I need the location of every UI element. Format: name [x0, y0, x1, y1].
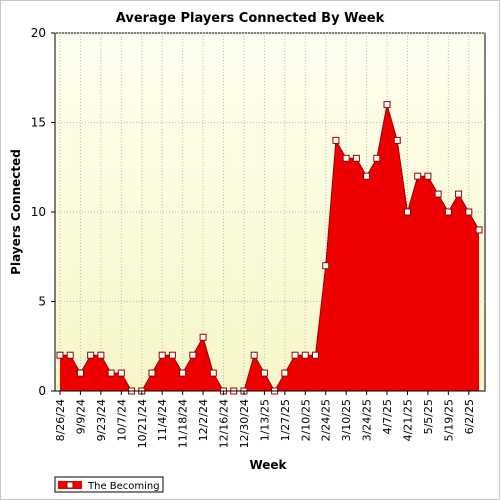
x-tick-label: 6/2/25	[463, 399, 476, 434]
y-tick-label: 5	[38, 295, 46, 309]
data-point	[76, 369, 84, 377]
x-tick-label: 3/10/25	[340, 399, 353, 441]
data-point	[311, 351, 319, 359]
y-tick-label: 10	[31, 205, 46, 219]
y-axis-label: Players Connected	[9, 149, 23, 275]
data-point	[148, 369, 156, 377]
x-axis-ticks: 8/26/24 9/9/24 9/23/24 10/7/24 10/21/24 11/4/…	[54, 391, 476, 448]
data-point	[291, 351, 299, 359]
x-tick-label: 2/24/25	[320, 399, 333, 441]
x-tick-label: 4/7/25	[381, 399, 394, 434]
data-point	[414, 172, 422, 180]
x-tick-label: 9/9/24	[74, 399, 87, 434]
legend: The Becoming	[54, 476, 164, 493]
x-tick-label: 9/23/24	[95, 399, 108, 441]
data-point	[465, 208, 473, 216]
data-point	[56, 351, 64, 359]
data-point	[117, 369, 125, 377]
data-point	[158, 351, 166, 359]
data-point	[342, 154, 350, 162]
x-axis-label: Week	[249, 458, 287, 472]
x-tick-label: 10/7/24	[115, 399, 128, 441]
data-point	[66, 351, 74, 359]
x-tick-label: 11/18/24	[177, 399, 190, 448]
y-tick-label: 20	[31, 26, 46, 40]
x-tick-label: 12/2/24	[197, 399, 210, 441]
data-point	[281, 369, 289, 377]
x-tick-label: 10/21/24	[136, 399, 149, 448]
x-tick-label: 12/16/24	[218, 399, 231, 448]
y-tick-label: 15	[31, 116, 46, 130]
x-tick-label: 5/5/25	[422, 399, 435, 434]
x-tick-label: 3/24/25	[361, 399, 374, 441]
x-tick-label: 4/21/25	[401, 399, 414, 441]
chart-title: Average Players Connected By Week	[116, 11, 385, 26]
data-point	[352, 154, 360, 162]
data-point	[403, 208, 411, 216]
x-tick-label: 1/13/25	[258, 399, 271, 441]
data-point	[209, 369, 217, 377]
data-point	[383, 101, 391, 109]
data-point	[475, 226, 483, 234]
x-tick-label: 12/30/24	[238, 399, 251, 448]
y-axis-ticks: 0 5 10 15 20	[31, 26, 55, 398]
data-point	[434, 190, 442, 198]
data-point	[189, 351, 197, 359]
legend-marker	[66, 481, 74, 489]
data-point	[107, 369, 115, 377]
data-point	[87, 351, 95, 359]
x-tick-label: 2/10/25	[299, 399, 312, 441]
x-tick-label: 8/26/24	[54, 399, 67, 441]
data-point	[444, 208, 452, 216]
data-point	[322, 262, 330, 270]
data-point	[179, 369, 187, 377]
data-point	[424, 172, 432, 180]
data-point	[363, 172, 371, 180]
x-tick-label: 11/4/24	[156, 399, 169, 441]
data-point	[250, 351, 258, 359]
data-point	[97, 351, 105, 359]
x-tick-label: 5/19/25	[442, 399, 455, 441]
data-point	[199, 333, 207, 341]
data-point	[168, 351, 176, 359]
data-point	[373, 154, 381, 162]
x-tick-label: 1/27/25	[279, 399, 292, 441]
data-point	[455, 190, 463, 198]
data-point	[393, 136, 401, 144]
series-area	[60, 104, 479, 391]
y-tick-label: 0	[38, 384, 46, 398]
data-point	[301, 351, 309, 359]
data-point	[332, 136, 340, 144]
data-point	[260, 369, 268, 377]
legend-label: The Becoming	[87, 481, 160, 492]
